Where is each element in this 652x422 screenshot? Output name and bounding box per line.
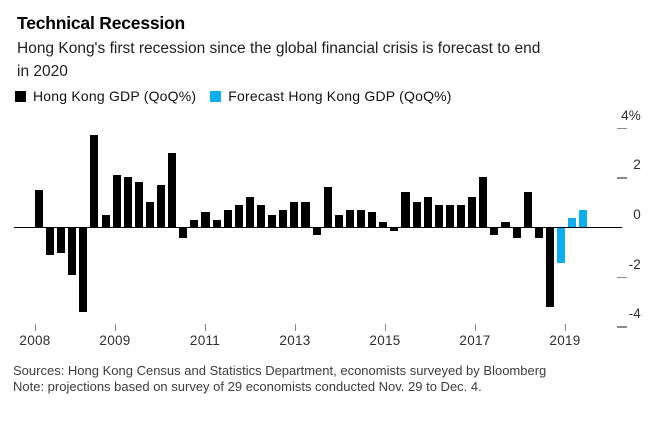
y-axis-label-2: 2	[633, 157, 641, 173]
y-axis-label-0: 0	[633, 207, 641, 222]
bar-actual-2011-Q2	[179, 228, 188, 238]
legend-label-forecast: Forecast Hong Kong GDP (QoQ%)	[228, 88, 452, 104]
actual-series-swatch-icon	[15, 90, 26, 102]
x-axis-label-2015: 2015	[369, 333, 401, 348]
bar-actual-2016-Q3	[412, 202, 421, 227]
x-tick-2009	[115, 324, 117, 331]
bar-actual-2012-Q3	[234, 204, 243, 227]
bar-actual-2018-Q4	[512, 228, 521, 238]
bar-actual-2017-Q2	[445, 204, 455, 227]
bar-actual-2008-Q3	[57, 228, 66, 253]
bar-forecast-2019-Q4	[557, 228, 566, 263]
y-axis-label-4%: 4%	[621, 107, 641, 123]
bar-actual-2012-Q2	[223, 209, 232, 227]
bar-actual-2008-Q4	[68, 228, 77, 276]
bar-actual-2015-Q1	[345, 209, 355, 227]
bar-actual-2009-Q2	[90, 135, 99, 227]
bar-actual-2010-Q1	[123, 177, 132, 227]
bar-actual-2016-Q4	[423, 197, 432, 227]
bar-actual-2015-Q3	[368, 212, 377, 227]
bar-actual-2014-Q2	[312, 228, 321, 236]
y-gridmark-4%	[617, 127, 627, 130]
bar-actual-2013-Q4	[290, 202, 299, 227]
bar-actual-2018-Q2	[490, 228, 499, 236]
bar-actual-2019-Q1	[523, 192, 532, 227]
bar-actual-2017-Q1	[434, 204, 443, 227]
bar-actual-2011-Q4	[201, 212, 210, 227]
bar-actual-2010-Q3	[145, 202, 155, 227]
bar-actual-2017-Q4	[468, 197, 477, 227]
note-text: Note: projections based on survey of 29 …	[13, 379, 482, 394]
y-gridmark--4	[617, 326, 627, 328]
x-tick-2008	[35, 324, 37, 331]
bar-actual-2009-Q3	[101, 214, 110, 227]
x-tick-2019	[565, 324, 567, 331]
bar-actual-2015-Q2	[357, 209, 366, 227]
bar-actual-2011-Q3	[190, 219, 199, 227]
bar-actual-2014-Q4	[334, 214, 343, 227]
x-tick-2015	[385, 324, 387, 331]
chart-legend: Hong Kong GDP (QoQ%) Forecast Hong Kong …	[15, 88, 452, 104]
bar-forecast-2020-Q2	[579, 209, 588, 227]
bar-actual-2018-Q1	[479, 177, 488, 227]
bar-actual-2012-Q4	[245, 197, 255, 227]
bar-forecast-2020-Q1	[568, 218, 577, 227]
zero-baseline	[14, 227, 622, 229]
bar-actual-2011-Q1	[168, 152, 177, 227]
legend-item-actual: Hong Kong GDP (QoQ%)	[15, 88, 196, 104]
bar-actual-2010-Q2	[134, 182, 143, 227]
x-axis-label-2013: 2013	[279, 333, 311, 348]
bar-actual-2018-Q3	[501, 222, 510, 227]
bar-actual-2016-Q1	[390, 228, 399, 231]
bar-actual-2013-Q2	[268, 214, 277, 227]
y-axis-label--4: -4	[628, 306, 641, 322]
chart-subtitle-line2: in 2020	[17, 63, 68, 80]
bar-actual-2014-Q3	[323, 187, 332, 227]
x-tick-2017	[475, 324, 477, 331]
bar-actual-2010-Q4	[157, 184, 166, 227]
bar-actual-2008-Q1	[34, 189, 43, 227]
y-gridmark-2	[617, 177, 627, 179]
bar-actual-2013-Q3	[279, 209, 288, 227]
bar-actual-2019-Q3	[545, 228, 555, 308]
bar-actual-2008-Q2	[45, 228, 55, 256]
x-axis-label-2011: 2011	[189, 333, 221, 348]
bar-actual-2015-Q4	[379, 222, 388, 227]
x-axis-label-2019: 2019	[549, 333, 581, 348]
bar-actual-2019-Q2	[534, 228, 543, 238]
y-gridmark--2	[617, 276, 627, 279]
bar-actual-2009-Q1	[79, 228, 88, 313]
bar-actual-2017-Q3	[457, 204, 466, 227]
bar-actual-2014-Q1	[301, 202, 310, 227]
page-title: Technical Recession	[17, 13, 186, 33]
bar-actual-2009-Q4	[112, 174, 121, 227]
forecast-series-swatch-icon	[210, 90, 222, 102]
bar-actual-2012-Q1	[212, 219, 221, 227]
legend-item-forecast: Forecast Hong Kong GDP (QoQ%)	[210, 88, 451, 104]
y-axis-label--2: -2	[628, 256, 641, 272]
bar-actual-2013-Q1	[257, 204, 266, 227]
x-tick-2011	[205, 324, 207, 331]
x-axis-label-2009: 2009	[99, 333, 131, 348]
legend-label-actual: Hong Kong GDP (QoQ%)	[33, 88, 197, 104]
chart-subtitle: Hong Kong's first recession since the gl…	[17, 37, 639, 83]
chart-subtitle-line1: Hong Kong's first recession since the gl…	[17, 40, 541, 57]
x-axis-label-2008: 2008	[19, 333, 51, 348]
bar-actual-2016-Q2	[401, 192, 410, 227]
sources-text: Sources: Hong Kong Census and Statistics…	[13, 363, 547, 378]
x-axis-label-2017: 2017	[459, 333, 491, 348]
x-tick-2013	[295, 324, 297, 331]
